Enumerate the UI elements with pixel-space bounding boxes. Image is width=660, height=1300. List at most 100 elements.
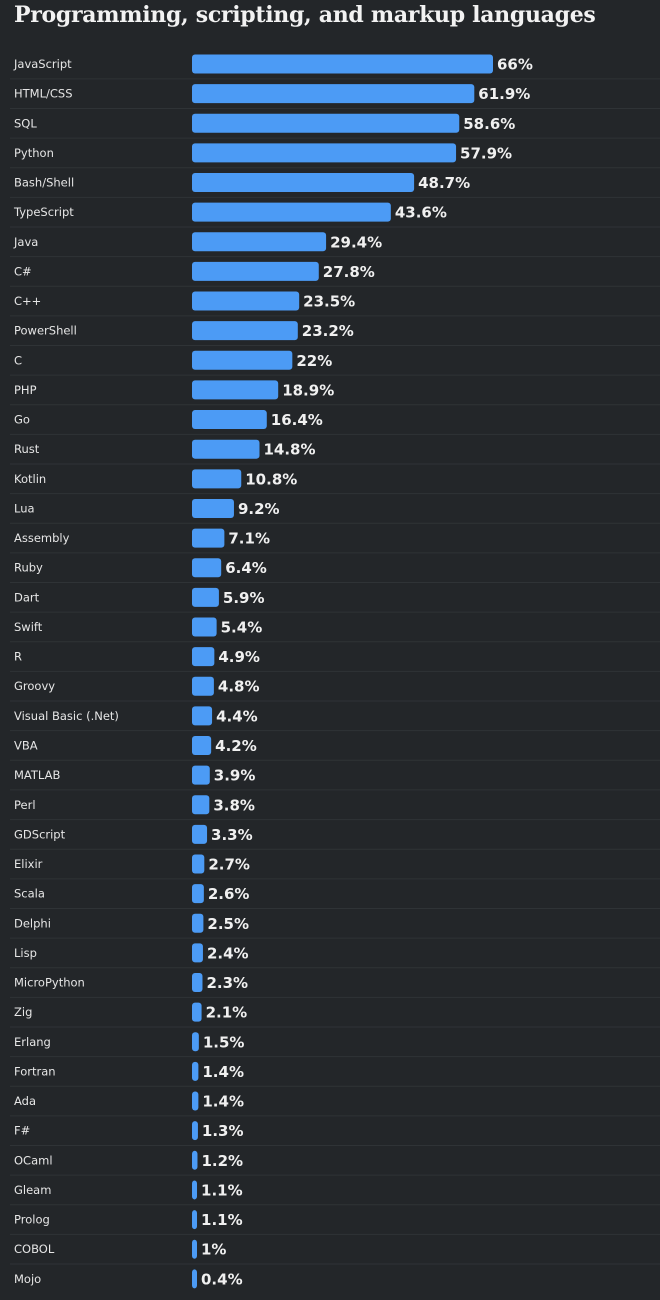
category-label: Fortran: [14, 1064, 56, 1078]
value-label: 4.9%: [218, 648, 260, 666]
bar: [192, 706, 213, 726]
bar: [192, 143, 457, 163]
category-label: Prolog: [14, 1213, 50, 1227]
value-label: 16.4%: [271, 411, 323, 429]
bar: [192, 469, 242, 489]
category-label: C: [14, 353, 22, 367]
bar: [192, 1121, 198, 1141]
category-label: Gleam: [14, 1183, 51, 1197]
bar: [192, 943, 203, 963]
value-label: 2.4%: [207, 944, 249, 962]
value-label: 5.9%: [223, 589, 265, 607]
value-label: 10.8%: [245, 470, 297, 488]
bar: [192, 617, 217, 637]
bar: [192, 587, 219, 607]
bar: [192, 113, 460, 133]
category-label: HTML/CSS: [14, 87, 73, 101]
bar: [192, 1091, 199, 1111]
bar: [192, 795, 210, 815]
value-label: 2.1%: [206, 1004, 248, 1022]
value-label: 48.7%: [418, 174, 470, 192]
bar: [192, 824, 208, 844]
bar: [192, 1061, 199, 1081]
category-label: SQL: [14, 116, 37, 130]
category-label: C++: [14, 294, 41, 308]
bar: [192, 1239, 197, 1259]
value-label: 2.3%: [206, 974, 248, 992]
category-label: Perl: [14, 798, 36, 812]
value-label: 4.4%: [216, 707, 258, 725]
category-label: Rust: [14, 442, 40, 456]
value-label: 23.2%: [302, 322, 354, 340]
bar: [192, 173, 415, 193]
bar: [192, 1150, 198, 1170]
value-label: 57.9%: [460, 144, 512, 162]
value-label: 3.3%: [211, 826, 253, 844]
bar: [192, 291, 300, 311]
value-label: 1%: [201, 1241, 226, 1259]
value-label: 0.4%: [201, 1270, 243, 1288]
bar: [192, 765, 210, 785]
category-label: Ruby: [14, 561, 43, 575]
value-label: 4.8%: [218, 678, 260, 696]
bar: [192, 321, 298, 341]
bar: [192, 202, 391, 222]
category-label: Elixir: [14, 857, 43, 871]
bar: [192, 1210, 198, 1230]
bar: [192, 884, 204, 904]
category-label: Erlang: [14, 1035, 51, 1049]
bar: [192, 558, 222, 578]
category-label: MicroPython: [14, 976, 85, 990]
bar: [192, 54, 493, 74]
bar: [192, 913, 204, 933]
bar: [192, 498, 234, 518]
category-label: OCaml: [14, 1153, 53, 1167]
category-label: Swift: [14, 620, 43, 634]
value-label: 22%: [296, 352, 332, 370]
bar: [192, 647, 215, 667]
value-label: 2.5%: [207, 915, 249, 933]
bar: [192, 261, 319, 281]
bar: [192, 973, 203, 993]
category-label: R: [14, 650, 22, 664]
value-label: 4.2%: [215, 737, 257, 755]
category-label: Groovy: [14, 679, 55, 693]
category-label: Lisp: [14, 946, 37, 960]
category-label: C#: [14, 264, 32, 278]
category-label: GDScript: [14, 827, 66, 841]
bar: [192, 676, 214, 696]
value-label: 29.4%: [330, 233, 382, 251]
bar: [192, 854, 205, 874]
bar: [192, 1269, 197, 1289]
chart-title: Programming, scripting, and markup langu…: [14, 2, 596, 28]
value-label: 1.4%: [202, 1063, 244, 1081]
value-label: 1.5%: [203, 1033, 245, 1051]
bar: [192, 1032, 199, 1052]
bar: [192, 232, 327, 252]
bar: [192, 84, 475, 104]
category-label: PHP: [14, 383, 37, 397]
value-label: 5.4%: [221, 618, 263, 636]
category-label: Mojo: [14, 1272, 41, 1286]
value-label: 1.4%: [202, 1093, 244, 1111]
category-label: Go: [14, 413, 30, 427]
value-label: 1.1%: [201, 1181, 243, 1199]
category-label: Ada: [14, 1094, 36, 1108]
value-label: 1.2%: [201, 1152, 243, 1170]
value-label: 7.1%: [228, 530, 270, 548]
value-label: 2.6%: [208, 885, 250, 903]
value-label: 2.7%: [208, 856, 250, 874]
category-label: Kotlin: [14, 472, 46, 486]
category-label: Lua: [14, 501, 35, 515]
category-label: COBOL: [14, 1242, 55, 1256]
category-label: Zig: [14, 1005, 32, 1019]
bar: [192, 1002, 202, 1022]
value-label: 61.9%: [478, 85, 530, 103]
category-label: Visual Basic (.Net): [14, 709, 119, 723]
value-label: 1.3%: [202, 1122, 244, 1140]
bar: [192, 528, 225, 548]
value-label: 1.1%: [201, 1211, 243, 1229]
value-label: 6.4%: [225, 559, 267, 577]
category-label: F#: [14, 1124, 30, 1138]
